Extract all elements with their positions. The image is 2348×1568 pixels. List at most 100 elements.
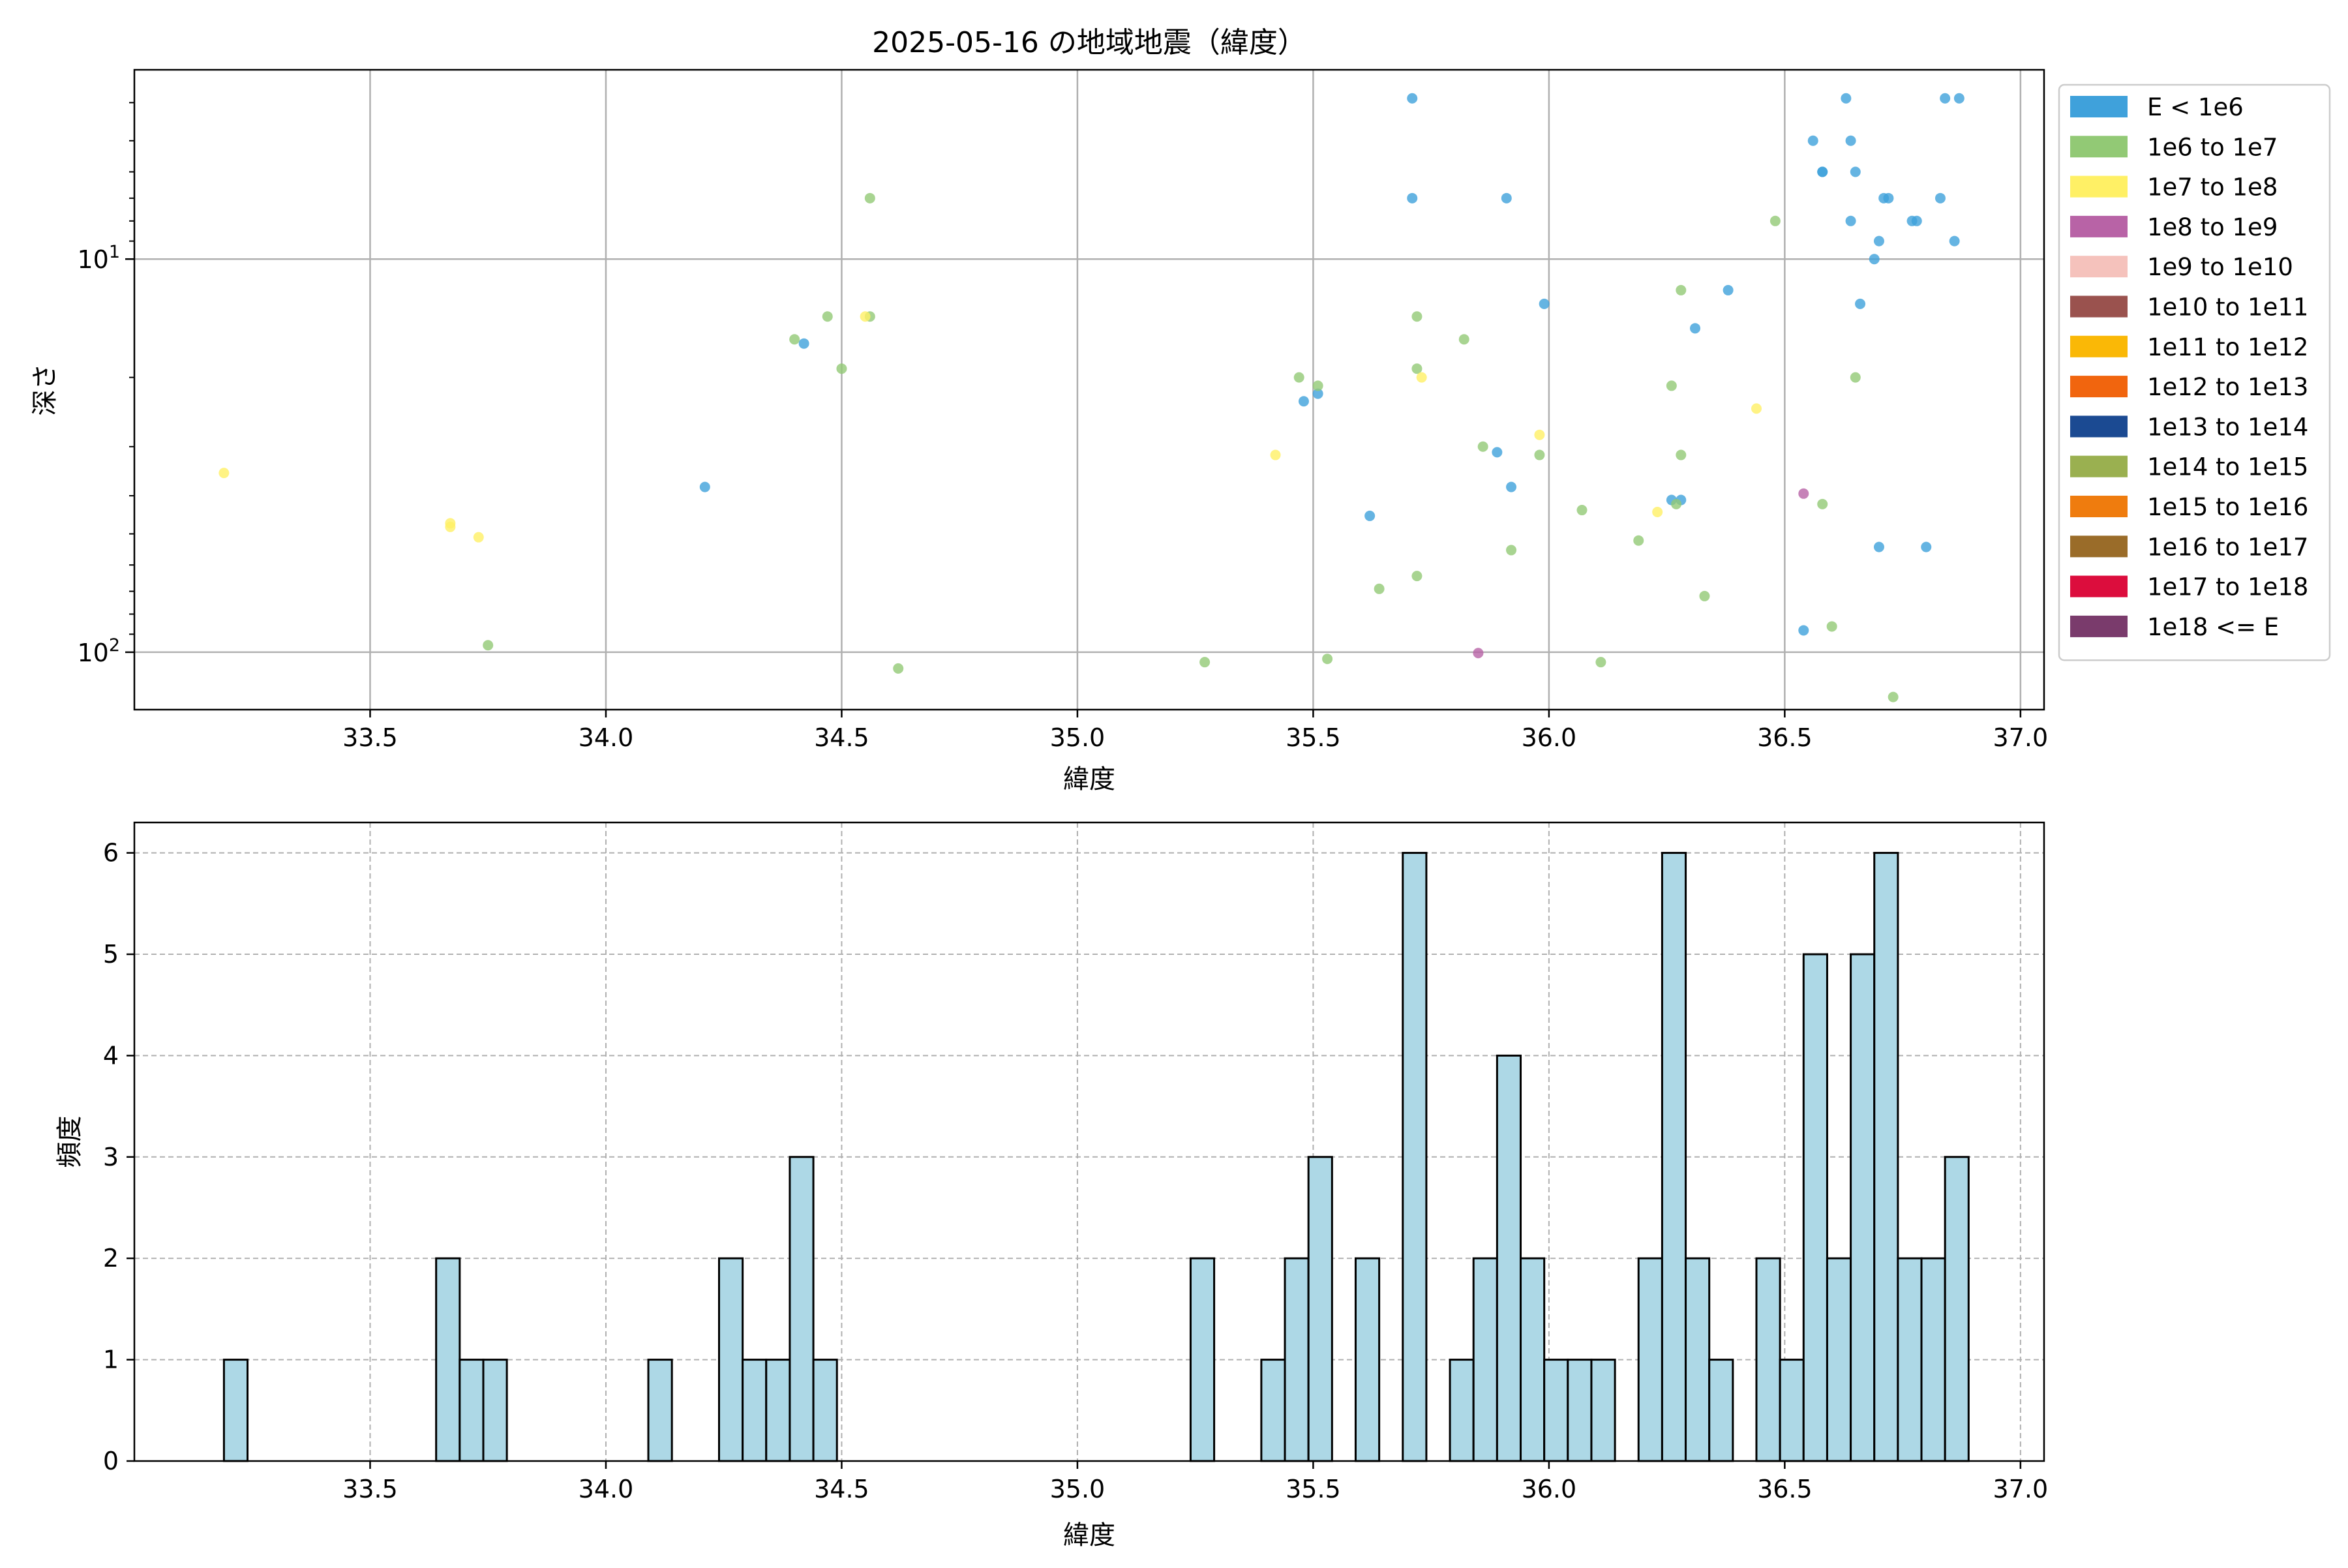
- scatter-point: [1293, 372, 1304, 383]
- legend-swatch: [2070, 96, 2128, 117]
- y-tick-label: 1: [103, 1346, 119, 1374]
- legend-label: 1e9 to 1e10: [2147, 253, 2293, 281]
- scatter-point: [893, 663, 904, 674]
- scatter-point: [1492, 447, 1503, 458]
- legend-swatch: [2070, 136, 2128, 158]
- scatter-point: [1934, 192, 1946, 204]
- histogram-bar: [1661, 852, 1687, 1462]
- scatter-point: [1364, 510, 1376, 521]
- scatter-point: [1407, 192, 1418, 204]
- x-tick-label: 34.0: [579, 1475, 634, 1503]
- histogram-bar: [482, 1359, 508, 1462]
- legend-swatch: [2070, 376, 2128, 398]
- legend-label: 1e10 to 1e11: [2147, 294, 2308, 322]
- x-tick-label: 34.5: [814, 723, 869, 752]
- x-tick-label: 36.0: [1522, 1475, 1577, 1503]
- scatter-point: [1322, 654, 1333, 665]
- scatter-point: [1798, 488, 1809, 499]
- histogram-y-axis-label: 頻度: [55, 1116, 85, 1168]
- histogram-axes-frame: [133, 821, 2045, 1462]
- scatter-point: [483, 640, 494, 651]
- scatter-axes-frame: [133, 68, 2045, 711]
- x-tick-label: 35.0: [1050, 1475, 1106, 1503]
- scatter-point: [1312, 380, 1323, 391]
- scatter-point: [1690, 323, 1701, 334]
- scatter-point: [1473, 648, 1484, 659]
- histogram-bar: [1944, 1156, 1970, 1462]
- scatter-point: [1873, 235, 1884, 247]
- scatter-point: [473, 532, 484, 543]
- y-tick-label: 6: [103, 839, 119, 867]
- legend-swatch: [2070, 215, 2128, 237]
- scatter-point: [1666, 380, 1677, 391]
- x-tick-label: 33.5: [342, 1475, 398, 1503]
- legend-swatch: [2070, 496, 2128, 517]
- x-tick-label: 35.0: [1050, 723, 1106, 752]
- scatter-point: [1312, 388, 1323, 399]
- scatter-point: [1850, 166, 1861, 177]
- scatter-point: [1869, 254, 1880, 265]
- histogram-bar: [742, 1359, 768, 1462]
- y-tick-label: 0: [103, 1447, 119, 1475]
- legend-label: 1e6 to 1e7: [2147, 133, 2278, 161]
- x-tick-label: 34.5: [814, 1475, 869, 1503]
- scatter-point: [1850, 372, 1861, 383]
- scatter-point: [1501, 192, 1512, 204]
- scatter-point: [1723, 284, 1734, 295]
- histogram-bar: [1520, 1257, 1546, 1462]
- scatter-point: [1883, 192, 1894, 204]
- scatter-point: [1458, 334, 1469, 345]
- scatter-point: [1199, 657, 1211, 668]
- legend-swatch: [2070, 256, 2128, 278]
- histogram-bar: [765, 1359, 791, 1462]
- histogram-bar: [1920, 1257, 1946, 1462]
- histogram-bar: [222, 1359, 249, 1462]
- scatter-point: [1671, 498, 1682, 509]
- histogram-bar: [1590, 1359, 1616, 1462]
- histogram-bar: [1402, 852, 1428, 1462]
- legend-swatch: [2070, 415, 2128, 438]
- scatter-point: [1845, 215, 1856, 226]
- scatter-point: [445, 521, 456, 532]
- histogram-bar: [1307, 1156, 1333, 1462]
- scatter-point: [798, 338, 809, 349]
- scatter-point: [1411, 311, 1422, 322]
- x-tick-label: 36.5: [1757, 1475, 1813, 1503]
- histogram-bar: [717, 1257, 744, 1462]
- scatter-point: [1845, 135, 1856, 146]
- scatter-point: [1534, 449, 1545, 460]
- histogram-bar: [1260, 1359, 1286, 1462]
- x-tick-label: 36.0: [1522, 723, 1577, 752]
- histogram-chart: 33.5 34.0 34.5 35.0 35.5 36.0 36.5 37.0 0 1 2 3 4 5 6 緯…: [55, 821, 2049, 1550]
- scatter-point: [1817, 498, 1828, 509]
- legend-label: E < 1e6: [2147, 93, 2244, 121]
- scatter-title: 2025-05-16 の地域地震（緯度）: [872, 26, 1306, 59]
- histogram-bar: [1354, 1257, 1381, 1462]
- scatter-point: [1416, 372, 1427, 383]
- scatter-point: [1411, 571, 1422, 582]
- scatter-point: [1699, 590, 1710, 601]
- scatter-point: [836, 363, 847, 374]
- histogram-bar: [1755, 1257, 1781, 1462]
- y-tick-label: 101: [77, 242, 120, 274]
- legend-swatch: [2070, 295, 2128, 318]
- legend-swatch: [2070, 335, 2128, 357]
- x-tick-label: 37.0: [1993, 1475, 2049, 1503]
- scatter-point: [1817, 166, 1828, 177]
- y-tick-label: 5: [103, 940, 119, 969]
- histogram-bar: [1802, 953, 1828, 1462]
- legend-label: 1e14 to 1e15: [2147, 453, 2308, 481]
- scatter-chart: 33.5 34.0 34.5 35.0 35.5 36.0 36.5 37.0 101 102 20…: [30, 26, 2048, 794]
- scatter-point: [1826, 621, 1837, 632]
- histogram-bar: [1850, 953, 1876, 1462]
- scatter-point: [1633, 535, 1644, 546]
- legend-label: 1e13 to 1e14: [2147, 413, 2308, 441]
- x-tick-label: 35.5: [1286, 723, 1341, 752]
- legend: E < 1e6 1e6 to 1e7 1e7 to 1e8 1e8 to 1e9 1e9…: [2058, 83, 2331, 661]
- scatter-point: [1506, 481, 1517, 492]
- legend-label: 1e18 <= E: [2147, 613, 2279, 641]
- scatter-point: [1595, 657, 1606, 668]
- scatter-point: [1873, 541, 1884, 552]
- scatter-point: [1411, 363, 1422, 374]
- legend-swatch: [2070, 575, 2128, 597]
